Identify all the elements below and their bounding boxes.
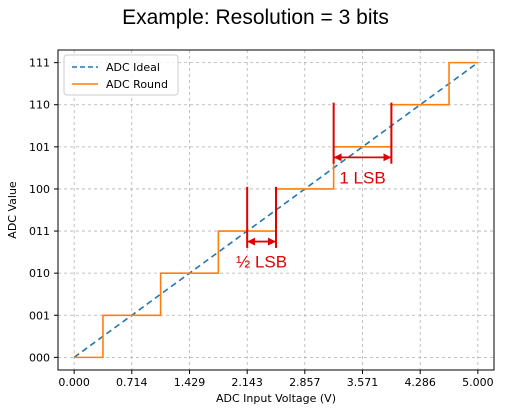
x-tick-label: 0.000 bbox=[58, 376, 90, 389]
y-tick-label: 000 bbox=[29, 351, 50, 364]
x-tick-label: 4.286 bbox=[404, 376, 436, 389]
y-tick-label: 111 bbox=[29, 57, 50, 70]
legend-label-adc-round: ADC Round bbox=[106, 78, 168, 91]
y-tick-label: 110 bbox=[29, 99, 50, 112]
x-tick-label: 2.857 bbox=[289, 376, 321, 389]
y-tick-label: 101 bbox=[29, 141, 50, 154]
legend-label-adc-ideal: ADC Ideal bbox=[106, 61, 160, 74]
annotations: ½ LSB 1 LSB bbox=[236, 103, 391, 272]
x-axis-title: ADC Input Voltage (V) bbox=[216, 392, 336, 405]
y-tick-label: 010 bbox=[29, 267, 50, 280]
y-tick-label: 011 bbox=[29, 225, 50, 238]
y-tick-label: 001 bbox=[29, 309, 50, 322]
annotation-label: 1 LSB bbox=[339, 168, 385, 187]
x-tick-label: 2.143 bbox=[231, 376, 263, 389]
x-tick-label: 1.429 bbox=[174, 376, 206, 389]
legend: ADC Ideal ADC Round bbox=[64, 55, 178, 95]
x-tick-label: 0.714 bbox=[116, 376, 148, 389]
x-tick-label: 5.000 bbox=[462, 376, 494, 389]
annotation-label: ½ LSB bbox=[236, 253, 287, 272]
x-tick-label: 3.571 bbox=[347, 376, 379, 389]
y-axis-title: ADC Value bbox=[6, 181, 19, 239]
y-tick-label: 100 bbox=[29, 183, 50, 196]
